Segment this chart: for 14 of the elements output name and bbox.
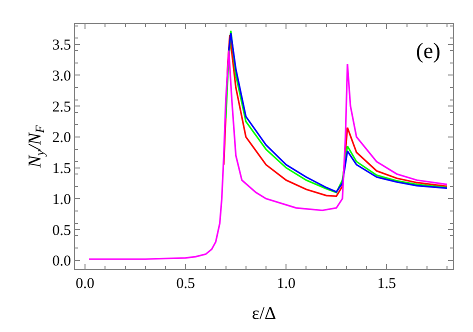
y-tick-label: 1.5 xyxy=(52,161,71,178)
y-tick-label: 3.0 xyxy=(52,68,71,84)
x-tick-label: 0.5 xyxy=(176,276,195,292)
y-tick-label: 0.0 xyxy=(52,254,71,270)
y-tick-label: 0.5 xyxy=(52,222,71,239)
x-tick-label: 1.0 xyxy=(276,276,296,292)
y-tick-label: 2.0 xyxy=(52,130,71,146)
annotation: (e) xyxy=(416,38,440,63)
y-tick-label: 1.0 xyxy=(52,192,71,208)
y-tick-label: 2.5 xyxy=(52,99,71,116)
x-tick-label: 0.0 xyxy=(76,276,94,292)
y-tick-label: 3.5 xyxy=(52,38,71,54)
x-axis-title: ε/Δ xyxy=(252,303,276,324)
x-tick-label: 1.5 xyxy=(377,276,396,292)
